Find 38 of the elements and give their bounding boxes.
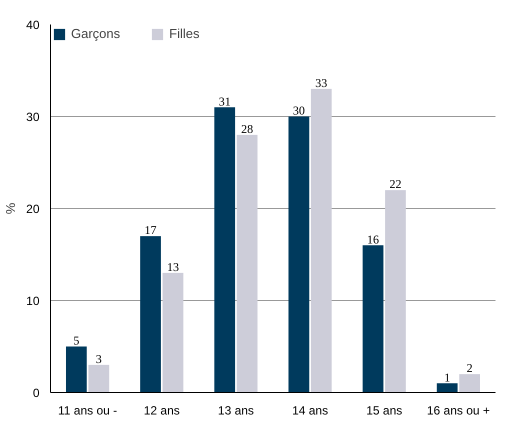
y-axis-title: % [3,202,18,214]
data-label: 17 [144,223,157,238]
x-tick-label: 15 ans [366,404,402,418]
bar [436,383,458,392]
data-label: 1 [444,370,450,384]
x-tick-label: 12 ans [144,404,180,418]
bar [362,245,384,392]
bar [66,346,87,392]
data-label: 2 [466,361,473,376]
data-label: 28 [241,122,254,136]
data-label: 33 [315,76,328,90]
x-tick-label: 11 ans ou - [58,404,118,418]
data-label: 13 [166,260,179,274]
bar [214,107,236,392]
bar [459,374,480,392]
bar [385,190,406,392]
data-label: 3 [96,352,102,366]
x-tick-label: 14 ans [292,404,328,418]
bar [288,116,310,392]
y-tick-label: 20 [26,202,40,216]
y-tick-label: 10 [26,294,40,308]
data-label: 31 [218,94,231,108]
x-tick-label: 16 ans ou + [426,404,490,418]
bar [236,134,258,392]
y-tick-label: 30 [26,110,40,124]
bar [310,88,332,392]
y-tick-label: 40 [26,18,40,32]
bar [162,272,184,392]
data-label: 22 [389,177,402,192]
x-tick-label: 13 ans [218,404,254,418]
y-tick-label: 0 [32,386,40,400]
bar [140,236,161,392]
data-label: 30 [292,104,305,118]
data-label: 5 [73,334,80,348]
data-label: 16 [367,232,380,246]
legend-label: Filles [169,26,200,41]
legend-label: Garçons [71,26,120,41]
bar [88,364,110,392]
